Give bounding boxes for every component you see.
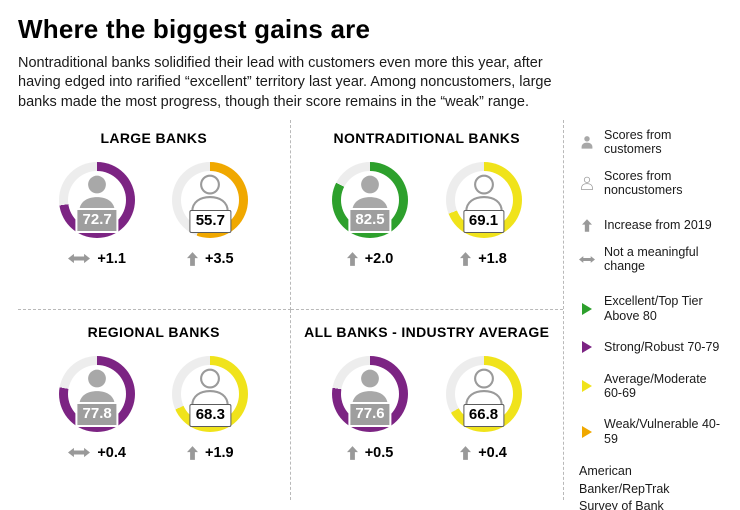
source-line: American Banker/RepTrak	[579, 464, 670, 496]
donut-ring: 68.3	[172, 355, 249, 432]
gauge-row: 77.8 +0.4 68.3	[22, 355, 286, 461]
page-title: Where the biggest gains are	[18, 14, 371, 44]
change-value: +1.9	[205, 444, 234, 461]
legend-label: Not a meaningful change	[604, 244, 699, 274]
score-value: 69.1	[462, 210, 505, 233]
legend-item-average: Average/Moderate 60-69	[579, 372, 722, 401]
legend-label: Average/Moderate 60-69	[604, 371, 707, 400]
score-value: 55.7	[189, 210, 231, 233]
change-value: +0.4	[97, 444, 126, 461]
group-nontraditional-banks: NONTRADITIONAL BANKS 82.5 +2.0	[290, 120, 563, 310]
gauge-customers: 77.8 +0.4	[59, 355, 136, 461]
donut-ring: 66.8	[445, 355, 522, 432]
gauge-customers: 77.6 +0.5	[332, 355, 408, 461]
source-note: American Banker/RepTrak Survey of Bank R…	[579, 463, 722, 510]
up-arrow-icon	[579, 219, 595, 232]
group-regional-banks: REGIONAL BANKS 77.8 +0.4	[18, 309, 291, 500]
gauge-noncustomers: 69.1 +1.8	[445, 161, 522, 267]
change-value: +1.1	[97, 250, 126, 267]
triangle-icon	[579, 379, 595, 392]
legend-label: Scores from noncustomers	[604, 168, 683, 197]
gauge-noncustomers: 55.7 +3.5	[172, 161, 249, 267]
increase-icon	[460, 446, 472, 460]
donut-ring: 77.6	[332, 355, 408, 432]
legend: Scores from customers Scores from noncus…	[563, 119, 722, 510]
score-value: 68.3	[189, 404, 231, 427]
increase-icon	[346, 251, 358, 266]
score-value: 66.8	[462, 404, 505, 427]
increase-icon	[187, 251, 198, 266]
score-value: 77.8	[75, 402, 119, 427]
legend-label: Excellent/Top Tier Above 80	[604, 294, 703, 323]
legend-label: Increase from 2019	[604, 218, 712, 233]
gauge-row: 72.7 +1.1 55.7	[22, 161, 286, 267]
double-arrow-icon	[579, 255, 595, 264]
gauge-customers: 72.7 +1.1	[59, 161, 136, 267]
intro-text: Nontraditional banks solidified their le…	[18, 55, 552, 110]
triangle-icon	[579, 425, 595, 438]
legend-label: Scores from customers	[604, 127, 672, 157]
increase-icon	[346, 446, 358, 460]
legend-label: Strong/Robust 70-79	[604, 340, 720, 355]
no-change-icon	[68, 254, 91, 264]
change-row: +2.0	[346, 250, 394, 267]
change-row: +0.4	[68, 445, 126, 461]
change-value: +0.4	[478, 444, 507, 461]
donut-ring: 55.7	[172, 161, 249, 238]
person-outline-icon	[579, 176, 595, 190]
group-title: LARGE BANKS	[100, 129, 208, 146]
legend-item-weak: Weak/Vulnerable 40-59	[579, 417, 722, 446]
legend-item-noncustomers: Scores from noncustomers	[579, 169, 722, 198]
legend-item-customers: Scores from customers	[579, 128, 722, 157]
change-value: +3.5	[205, 250, 234, 267]
triangle-icon	[579, 341, 595, 354]
donut-ring: 69.1	[445, 161, 522, 238]
gauge-row: 77.6 +0.5 66.8	[295, 355, 560, 461]
change-value: +1.8	[478, 250, 507, 267]
source-line: Survey of Bank Reputations 2021	[579, 499, 664, 510]
group-title: NONTRADITIONAL BANKS	[333, 129, 520, 146]
donut-ring: 77.8	[59, 355, 136, 432]
change-row: +3.5	[187, 251, 234, 267]
charts-grid: LARGE BANKS 72.7 +1.1	[18, 119, 564, 500]
change-row: +0.4	[460, 445, 507, 461]
no-change-icon	[68, 448, 91, 458]
gauge-row: 82.5 +2.0 69.1	[295, 161, 560, 267]
group-large-banks: LARGE BANKS 72.7 +1.1	[18, 119, 291, 310]
gauge-customers: 82.5 +2.0	[332, 161, 408, 267]
change-value: +0.5	[364, 444, 394, 461]
gauge-noncustomers: 68.3 +1.9	[172, 355, 249, 461]
person-filled-icon	[579, 135, 595, 149]
group-title: REGIONAL BANKS	[87, 323, 220, 340]
increase-icon	[460, 251, 472, 266]
legend-item-increase: Increase from 2019	[579, 218, 722, 232]
score-value: 72.7	[75, 208, 119, 233]
group-all-banks: ALL BANKS - INDUSTRY AVERAGE 77.6 +0.5	[291, 310, 564, 500]
change-value: +2.0	[364, 250, 394, 267]
group-title: ALL BANKS - INDUSTRY AVERAGE	[304, 323, 550, 340]
main-area: LARGE BANKS 72.7 +1.1	[18, 119, 722, 510]
score-value: 77.6	[348, 402, 392, 427]
increase-icon	[187, 446, 198, 460]
change-row: +0.5	[346, 444, 394, 461]
legend-item-strong: Strong/Robust 70-79	[579, 340, 722, 354]
change-row: +1.8	[460, 251, 507, 267]
legend-item-excellent: Excellent/Top Tier Above 80	[579, 294, 722, 323]
donut-ring: 82.5	[332, 161, 408, 238]
legend-item-no-change: Not a meaningful change	[579, 245, 722, 274]
change-row: +1.1	[68, 251, 126, 267]
triangle-icon	[579, 302, 595, 315]
change-row: +1.9	[187, 445, 234, 461]
legend-label: Weak/Vulnerable 40-59	[604, 417, 721, 446]
score-value: 82.5	[348, 208, 392, 233]
gauge-noncustomers: 66.8 +0.4	[445, 355, 522, 461]
donut-ring: 72.7	[59, 161, 136, 238]
